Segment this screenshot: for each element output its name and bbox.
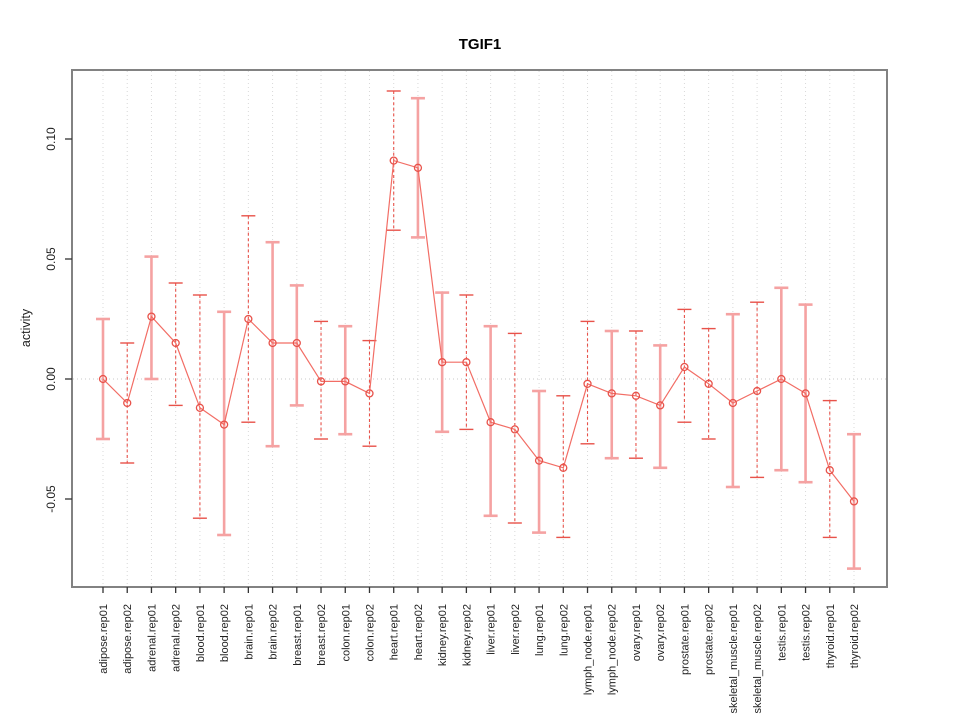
error-bar [677,308,692,423]
data-point [462,358,471,367]
y-tick-label: 0.05 [44,247,58,271]
data-point [413,163,423,172]
data-point [219,420,229,429]
data-point [244,314,253,324]
x-tick-label: prostate.rep01 [679,604,691,675]
error-bars [96,90,861,570]
data-point [752,386,762,396]
x-tick-label: skeletal_muscle.rep02 [752,604,764,713]
x-tick-label: breast.rep01 [292,604,304,666]
data-point [825,466,834,475]
data-point [171,338,180,348]
x-tick-label: lymph_node.rep01 [583,604,595,695]
chart-title: TGIF1 [458,36,502,53]
data-point [801,389,810,398]
data-point [292,338,301,348]
plot-frame [71,69,888,588]
error-bar [580,320,595,445]
x-axis: adipose.rep01 adipose.rep02 adrenal.rep01 a… [98,587,861,713]
x-tick-label: lung.rep01 [534,604,546,656]
x-tick-label: breast.rep02 [316,604,328,666]
error-bar [314,320,329,440]
data-point [583,379,592,388]
data-point [389,156,398,165]
error-bar [338,324,353,436]
x-tick-label: adrenal.rep01 [146,604,158,672]
error-bar [628,330,643,459]
y-tick-label: 0.00 [44,367,58,391]
x-tick-label: adipose.rep01 [98,604,110,674]
error-bar [507,332,522,524]
error-bar [192,294,207,519]
x-tick-label: heart.rep01 [389,604,401,660]
data-point [147,312,156,321]
x-tick-label: liver.rep02 [510,604,522,655]
x-tick-label: prostate.rep02 [704,604,716,675]
data-point [316,377,326,386]
error-bar [289,284,304,407]
data-point [607,389,616,398]
x-tick-label: brain.rep01 [243,604,255,660]
data-point [510,425,519,434]
error-bar [532,389,547,534]
data-point [98,374,108,384]
x-tick-label: blood.rep02 [219,604,231,662]
x-tick-label: adrenal.rep02 [171,604,183,672]
x-tick-label: kidney.rep02 [461,604,473,666]
data-points [98,156,859,506]
x-tick-label: testis.rep02 [801,604,813,661]
series-line [102,159,855,502]
x-tick-label: colon.rep02 [364,604,376,662]
x-tick-label: ovary.rep02 [655,604,667,661]
y-axis: -0.05 0.00 0.05 0.10 [44,127,72,513]
error-bar [750,301,765,479]
x-tick-label: skeletal_muscle.rep01 [728,604,740,713]
x-tick-label: brain.rep02 [268,604,280,660]
x-tick-label: thyroid.rep02 [849,604,861,668]
data-point [777,374,786,384]
data-point [365,389,374,398]
x-tick-label: ovary.rep01 [631,604,643,661]
x-tick-label: thyroid.rep01 [825,604,837,668]
data-point [486,418,495,427]
x-tick-label: lymph_node.rep02 [607,604,619,695]
error-bar [168,282,183,407]
error-bar [725,312,740,489]
error-bar [120,342,135,464]
data-point [195,403,205,412]
x-tick-label: blood.rep01 [195,604,207,662]
error-bar [556,395,571,539]
data-point [123,398,132,408]
error-bar [265,240,280,448]
error-bar [653,344,668,470]
data-point [534,456,544,465]
y-tick-label: 0.10 [44,127,58,151]
error-bar [701,327,716,440]
data-point [728,398,738,408]
data-point [849,497,859,506]
x-tick-label: adipose.rep02 [122,604,134,674]
data-point [559,463,568,472]
data-point [656,401,665,410]
x-tick-label: colon.rep01 [340,604,352,662]
data-point [704,379,713,388]
x-tick-label: testis.rep01 [776,604,788,661]
y-tick-label: -0.05 [44,485,58,513]
x-tick-label: liver.rep01 [486,604,498,655]
x-tick-label: heart.rep02 [413,604,425,660]
x-gridlines [102,71,855,586]
data-point [268,338,277,348]
data-point [680,362,689,372]
data-point [438,358,447,367]
x-tick-label: kidney.rep01 [437,604,449,666]
error-bar [604,329,619,460]
x-tick-label: lung.rep02 [558,604,570,656]
data-point [631,391,641,400]
data-point [341,377,350,386]
